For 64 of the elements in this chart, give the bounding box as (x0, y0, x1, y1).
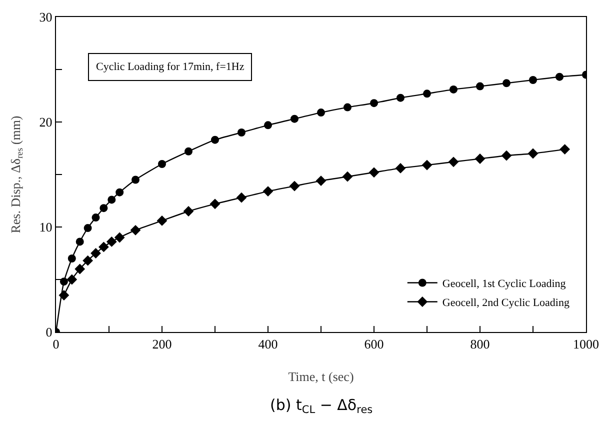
point (211, 136, 219, 144)
point (528, 148, 538, 159)
point (84, 224, 92, 232)
y-tick-label: 30 (39, 10, 52, 25)
point (92, 214, 100, 222)
point (289, 180, 300, 192)
point (560, 144, 570, 154)
point (502, 79, 510, 88)
point (132, 176, 140, 184)
x-tick-label: 200 (152, 336, 172, 352)
point (316, 176, 326, 186)
point (76, 238, 84, 246)
point (423, 90, 431, 98)
annotation: Cyclic Loading for 17min, f=1Hz (96, 61, 244, 73)
point (450, 85, 458, 94)
point (130, 224, 141, 236)
point (238, 128, 246, 136)
point (210, 198, 220, 210)
y-tick-label: 10 (39, 220, 52, 235)
point (158, 160, 166, 168)
point (556, 72, 564, 81)
y-tick-label: 0 (46, 324, 52, 340)
point (342, 171, 353, 182)
point (114, 232, 125, 243)
x-tick-label: 600 (364, 336, 384, 352)
point (290, 114, 298, 123)
point (74, 264, 86, 274)
point (476, 82, 484, 90)
x-axis-title: Time, t (sec) (288, 369, 354, 384)
point (368, 167, 380, 178)
point (264, 121, 272, 130)
point (183, 206, 194, 216)
point (317, 108, 325, 117)
point (68, 254, 76, 262)
point (60, 278, 68, 286)
x-tick-label: 400 (258, 336, 278, 352)
point (344, 103, 352, 112)
point (395, 163, 406, 174)
point (370, 99, 378, 108)
x-tick-label: 800 (470, 336, 490, 352)
point (501, 150, 512, 161)
point (474, 154, 486, 164)
point (184, 147, 192, 156)
legend-label: Geocell, 1st Cyclic Loading (442, 278, 566, 290)
point (58, 290, 70, 300)
point (90, 248, 101, 258)
text: (b) t$_{CL}$ − Δδ$_{res}$ (270, 396, 373, 416)
point (98, 242, 109, 252)
point (82, 255, 93, 266)
point (100, 204, 108, 212)
point (116, 188, 124, 196)
point (236, 192, 247, 203)
point (422, 160, 432, 170)
point (66, 274, 78, 285)
x-tick-label: 1000 (573, 336, 599, 352)
point (262, 186, 274, 196)
point (106, 236, 117, 247)
point (156, 216, 168, 226)
point (529, 76, 537, 84)
point (448, 156, 459, 168)
point (108, 196, 116, 204)
y-tick-label: 20 (39, 114, 52, 130)
point (396, 94, 404, 102)
legend-label: Geocell, 2nd Cyclic Loading (442, 297, 570, 310)
